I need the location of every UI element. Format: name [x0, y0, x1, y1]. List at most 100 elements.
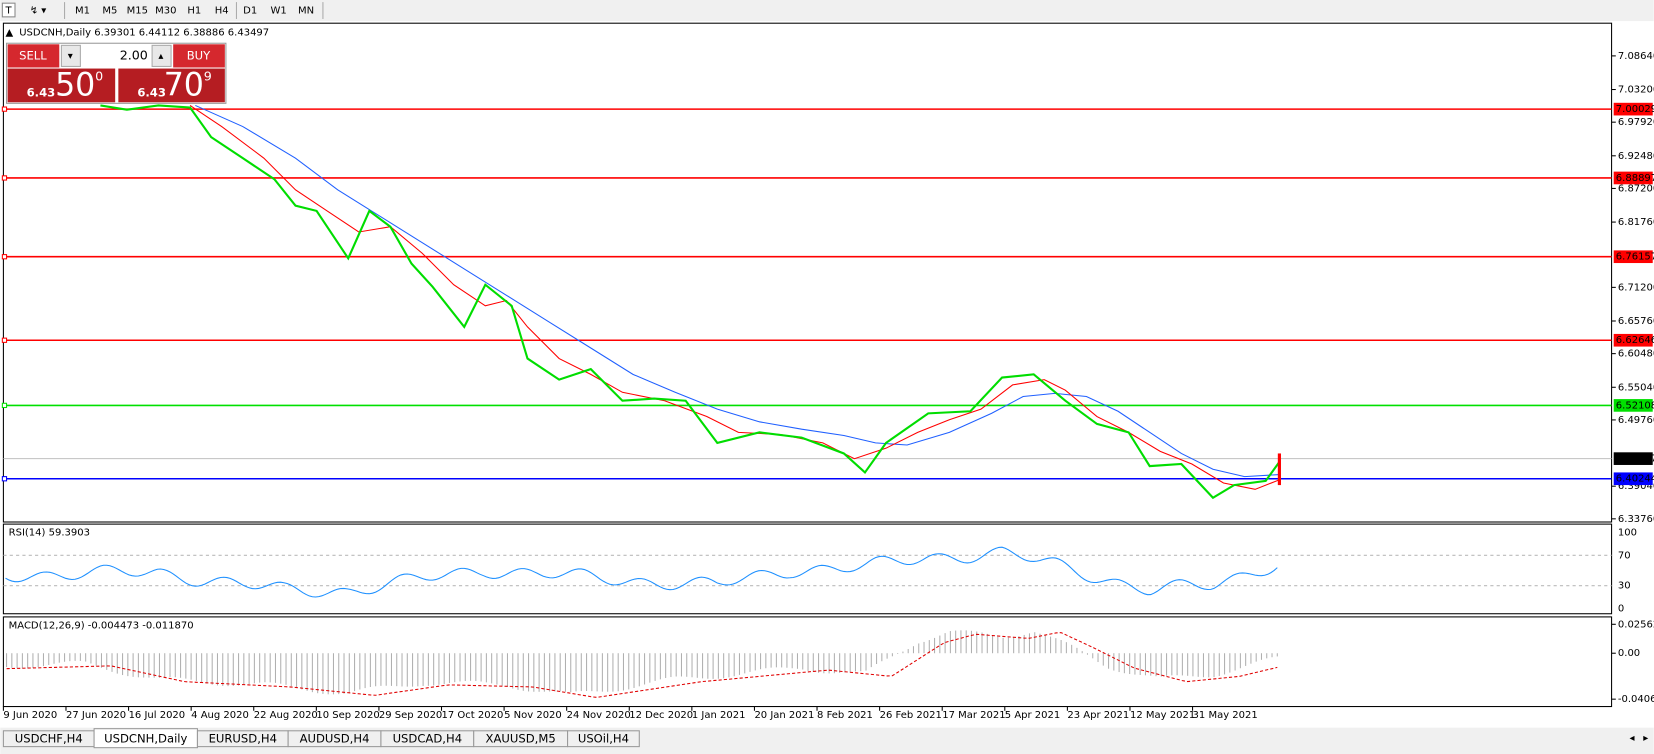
price-tick-label: 6.87200 — [1618, 183, 1654, 194]
sell-price-box[interactable] — [7, 68, 116, 103]
date-label: 16 Jul 2020 — [129, 710, 186, 721]
timeframe-button[interactable]: MN — [298, 6, 314, 17]
level-label-bg — [1613, 102, 1653, 116]
level-label: 6.62646 — [1616, 335, 1654, 346]
tool-icon[interactable] — [1, 2, 16, 18]
macd-level-label: 0.025623 — [1618, 619, 1654, 630]
date-label: 5 Nov 2020 — [504, 710, 562, 721]
sell-label: SELL — [19, 48, 47, 62]
level-label: 6.52108 — [1616, 400, 1654, 411]
timeframe-button[interactable]: M1 — [75, 6, 90, 17]
date-label: 27 Jun 2020 — [66, 710, 126, 721]
date-label: 31 May 2021 — [1193, 710, 1258, 721]
current-price-bg — [1613, 452, 1653, 465]
ma-fast — [189, 105, 1280, 490]
price-tick-label: 6.33760 — [1618, 514, 1654, 525]
sell-pips: 50 — [55, 67, 95, 103]
volume-input[interactable]: 2.00 — [120, 47, 148, 62]
price-tick-label: 6.65760 — [1618, 316, 1654, 327]
price-tick-label: 6.49760 — [1618, 415, 1654, 426]
level-label-bg — [1613, 171, 1653, 185]
levels — [1, 106, 1612, 482]
price-tick-label: 6.60480 — [1618, 349, 1654, 360]
date-label: 10 Sep 2020 — [316, 710, 379, 721]
rsi-line — [5, 546, 1278, 598]
main-chart — [2, 22, 1613, 523]
ma-slow — [195, 104, 1280, 478]
volume-up[interactable] — [151, 44, 172, 67]
price-tick-label: 7.03200 — [1618, 85, 1654, 96]
buy-price-box[interactable] — [118, 68, 225, 103]
scroll-right[interactable]: ▸ — [1643, 733, 1648, 744]
date-label: 9 Jun 2020 — [3, 710, 57, 721]
date-label: 26 Feb 2021 — [880, 710, 942, 721]
timeframe-button[interactable]: M15 — [127, 6, 148, 17]
timeframe-button[interactable]: M30 — [155, 6, 176, 17]
date-label: 12 Dec 2020 — [629, 710, 693, 721]
rsi-level-label: 70 — [1618, 550, 1631, 561]
sell-button[interactable] — [7, 44, 60, 68]
date-label: 23 Apr 2021 — [1067, 710, 1129, 721]
level-label: 6.76157 — [1616, 252, 1654, 263]
level-label: 6.40244 — [1616, 474, 1654, 485]
level-label-bg — [1613, 399, 1653, 412]
price-path — [100, 104, 1281, 500]
date-label: 20 Jan 2021 — [754, 710, 814, 721]
timeframe-button[interactable]: D1 — [243, 6, 257, 17]
macd-level-label: -0.040687 — [1618, 694, 1654, 705]
level-handle[interactable] — [1, 337, 8, 343]
macd-group — [6, 623, 1616, 700]
timeframe-button[interactable]: H4 — [215, 6, 229, 17]
level-handle[interactable] — [1, 254, 8, 260]
level-label-bg — [1613, 333, 1653, 347]
price-tick-label: 6.39040 — [1618, 481, 1654, 492]
price-tick-label: 6.97920 — [1618, 117, 1654, 128]
volume-down[interactable] — [60, 44, 81, 67]
level-label-bg — [1613, 250, 1653, 264]
tool-icon[interactable]: ↯ ▾ — [30, 6, 47, 17]
level-label: 7.00029 — [1616, 104, 1654, 115]
rsi-level-label: 30 — [1618, 581, 1631, 592]
current-price-label: 6.43497 — [1616, 454, 1654, 465]
tab-label: USOil,H4 — [578, 732, 629, 746]
level-handle[interactable] — [1, 402, 8, 409]
timeframe-button[interactable]: H1 — [187, 6, 201, 17]
sell-figure: 6.43 — [27, 85, 56, 99]
price-tick-label: 6.92480 — [1618, 151, 1654, 162]
timeframe-button[interactable]: W1 — [271, 6, 287, 17]
date-label: 8 Feb 2021 — [817, 710, 873, 721]
timeframe-button[interactable]: M5 — [102, 6, 117, 17]
macd-level-label: 0.00 — [1618, 648, 1640, 659]
level-handle[interactable] — [1, 175, 8, 181]
date-axis: 9 Jun 2020 27 Jun 2020 16 Jul 2020 4 Aug 20… — [2, 706, 1258, 721]
level-label: 6.88897 — [1616, 173, 1654, 184]
level-handle[interactable] — [1, 106, 8, 112]
tabs: USDCHF,H4 USDCNH,Daily EURUSD,H4 AUDUSD,H4 U… — [2, 728, 640, 749]
level-label-bg — [1613, 472, 1653, 486]
tab[interactable] — [567, 730, 640, 748]
tab-label: AUDUSD,H4 — [300, 732, 370, 746]
one-click-trading: ▾ ▴ 2.00 SELL BUY 6.43 50 0 6.43 70 9 — [6, 42, 227, 104]
price-tick-label: 6.55040 — [1618, 382, 1654, 393]
rsi-level-label: 0 — [1618, 603, 1624, 614]
date-label: 5 Apr 2021 — [1005, 710, 1060, 721]
date-label: 1 Jan 2021 — [692, 710, 746, 721]
scroll-left[interactable]: ◂ — [1630, 733, 1635, 744]
tab-label: EURUSD,H4 — [209, 732, 277, 746]
date-label: 17 Mar 2021 — [942, 710, 1005, 721]
date-label: 12 May 2021 — [1130, 710, 1195, 721]
date-label: 22 Aug 2020 — [254, 710, 318, 721]
rsi-level-label: 100 — [1618, 528, 1637, 539]
price-tick-label: 6.71200 — [1618, 282, 1654, 293]
tool-icon-glyph: T — [5, 6, 13, 17]
sell-point: 0 — [95, 68, 103, 83]
level-handle[interactable] — [1, 476, 8, 482]
toolbar — [0, 0, 1654, 22]
tab-label: USDCAD,H4 — [393, 732, 463, 746]
volume-up-glyph: ▴ — [158, 51, 163, 62]
buy-button[interactable] — [173, 44, 225, 68]
macd-title: MACD(12,26,9) -0.004473 -0.011870 — [9, 620, 194, 631]
header-arrow: ▲ — [6, 28, 14, 39]
